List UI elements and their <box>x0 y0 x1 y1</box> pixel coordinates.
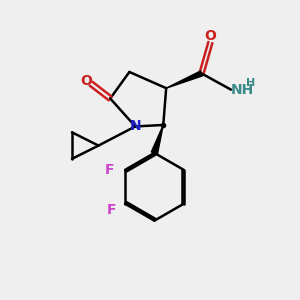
Text: F: F <box>107 202 116 217</box>
Polygon shape <box>166 71 202 88</box>
Text: O: O <box>80 74 92 88</box>
Text: O: O <box>204 29 216 43</box>
Text: N: N <box>130 119 141 134</box>
Text: H: H <box>246 78 256 88</box>
Text: F: F <box>104 163 114 177</box>
Polygon shape <box>151 125 163 154</box>
Text: NH: NH <box>231 82 254 97</box>
